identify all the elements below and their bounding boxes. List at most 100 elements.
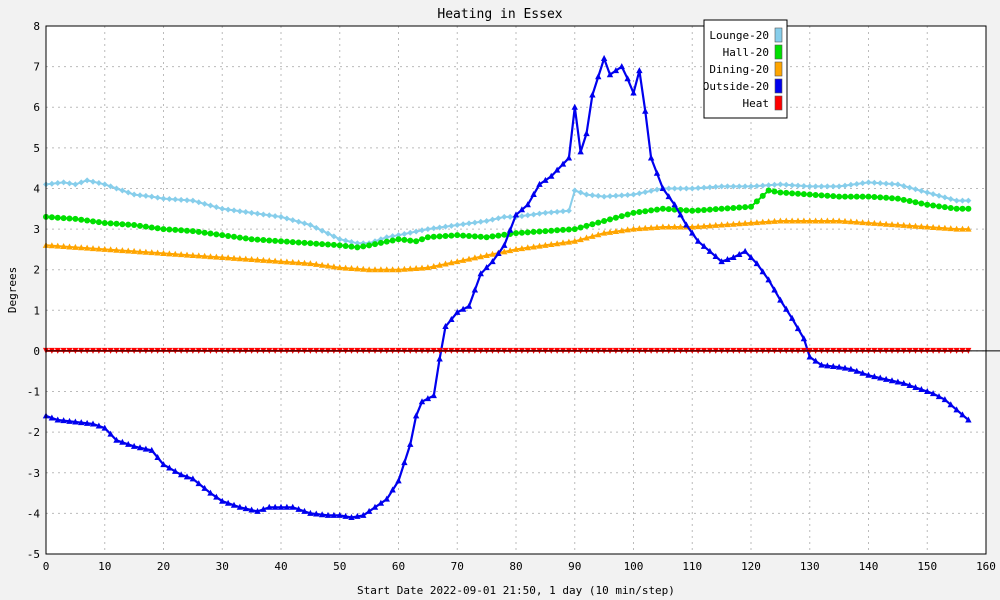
- data-point: [483, 251, 490, 258]
- data-point: [89, 420, 97, 427]
- data-point: [83, 244, 91, 251]
- x-axis-label: Start Date 2022-09-01 21:50, 1 day (10 m…: [357, 584, 675, 597]
- series-outside-20: [42, 54, 972, 520]
- data-point: [289, 239, 296, 246]
- data-point: [242, 255, 249, 262]
- data-point: [583, 222, 590, 229]
- data-point: [342, 237, 349, 244]
- data-point: [929, 390, 937, 397]
- data-point: [953, 197, 960, 204]
- data-point: [630, 191, 637, 198]
- data-point: [72, 181, 79, 188]
- data-point: [607, 193, 613, 200]
- y-tick-label: 2: [33, 264, 40, 277]
- data-point: [636, 67, 643, 74]
- data-point: [101, 424, 108, 431]
- data-point: [224, 254, 232, 261]
- data-point: [530, 191, 537, 198]
- data-point: [900, 221, 907, 228]
- data-point: [512, 211, 520, 218]
- data-point: [601, 217, 608, 224]
- data-point: [189, 475, 197, 482]
- data-point: [736, 250, 743, 257]
- data-point: [759, 192, 766, 199]
- data-point: [207, 230, 214, 237]
- data-point: [166, 250, 173, 257]
- data-point: [489, 216, 496, 223]
- data-point: [830, 217, 837, 224]
- data-point: [806, 183, 813, 190]
- data-point: [659, 223, 667, 230]
- data-point: [319, 227, 326, 234]
- data-point: [172, 226, 179, 233]
- data-point: [319, 241, 326, 248]
- data-point: [689, 223, 696, 230]
- data-point: [859, 369, 866, 376]
- data-point: [912, 186, 919, 193]
- data-point: [642, 107, 649, 114]
- data-point: [213, 493, 220, 500]
- data-point: [313, 240, 320, 247]
- data-point: [195, 228, 202, 235]
- x-tick-label: 150: [917, 560, 937, 573]
- y-tick-label: -3: [27, 467, 40, 480]
- data-point: [101, 245, 108, 252]
- data-point: [207, 253, 214, 260]
- data-point: [201, 229, 208, 236]
- data-point: [113, 246, 120, 253]
- data-point: [236, 208, 243, 215]
- data-point: [701, 206, 707, 213]
- data-point: [401, 236, 408, 243]
- y-tick-label: 6: [33, 101, 40, 114]
- data-point: [530, 243, 537, 250]
- y-tick-label: 8: [33, 20, 40, 33]
- data-point: [583, 130, 590, 137]
- data-point: [877, 194, 884, 201]
- data-point: [936, 203, 942, 210]
- data-point: [642, 208, 649, 215]
- data-point: [430, 392, 437, 399]
- data-point: [260, 505, 267, 512]
- data-point: [965, 205, 972, 212]
- data-point: [95, 180, 102, 187]
- x-tick-label: 120: [741, 560, 761, 573]
- data-point: [883, 194, 890, 201]
- data-point: [278, 213, 284, 220]
- grid-lines: [46, 26, 986, 554]
- data-point: [154, 225, 161, 232]
- data-point: [536, 228, 543, 235]
- data-point: [289, 258, 296, 265]
- data-point: [460, 221, 467, 228]
- data-point: [236, 234, 243, 241]
- data-point: [307, 260, 314, 267]
- data-point: [935, 393, 943, 400]
- data-point: [835, 363, 843, 370]
- data-point: [741, 247, 749, 254]
- data-point: [160, 226, 167, 233]
- data-point: [518, 213, 525, 220]
- data-point: [665, 223, 672, 230]
- data-point: [900, 183, 907, 190]
- data-point: [442, 323, 449, 330]
- data-point: [548, 241, 555, 248]
- data-point: [60, 179, 67, 186]
- data-point: [765, 182, 772, 189]
- data-point: [765, 218, 772, 225]
- data-point: [72, 243, 79, 250]
- data-point: [254, 507, 261, 514]
- data-point: [307, 509, 314, 516]
- data-point: [600, 54, 608, 61]
- data-point: [518, 206, 526, 213]
- data-point: [248, 209, 255, 216]
- data-point: [301, 259, 308, 266]
- data-point: [177, 471, 185, 478]
- data-point: [712, 206, 719, 213]
- data-point: [178, 227, 185, 234]
- data-point: [54, 214, 61, 221]
- data-point: [336, 264, 343, 271]
- data-point: [466, 232, 472, 239]
- series-hall-20: [43, 187, 972, 251]
- data-point: [325, 230, 331, 237]
- data-point: [318, 511, 326, 518]
- data-point: [307, 240, 314, 247]
